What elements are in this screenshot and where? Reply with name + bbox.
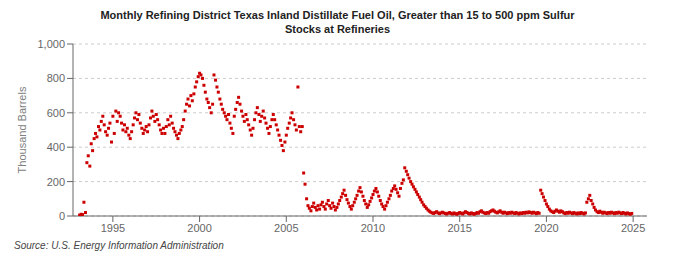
- svg-text:2005: 2005: [274, 222, 298, 234]
- svg-text:1995: 1995: [101, 222, 125, 234]
- svg-text:600: 600: [47, 107, 65, 119]
- svg-text:400: 400: [47, 141, 65, 153]
- html-text:Stocks at Refineries: Stocks at Refineries: [284, 23, 391, 35]
- svg-text:2025: 2025: [621, 222, 645, 234]
- svg-text:2020: 2020: [534, 222, 558, 234]
- svg-text:2000: 2000: [187, 222, 211, 234]
- svg-text:1,000: 1,000: [37, 38, 65, 50]
- svg-text:2010: 2010: [361, 222, 385, 234]
- svg-text:0: 0: [59, 210, 65, 222]
- svg-text:Thousand Barrels: Thousand Barrels: [16, 86, 28, 173]
- svg-text:200: 200: [47, 176, 65, 188]
- html-text:Monthly Refining District Texa: Monthly Refining District Texas Inland D…: [100, 9, 575, 21]
- svg-text:800: 800: [47, 72, 65, 84]
- svg-text:2015: 2015: [447, 222, 471, 234]
- html-text:Source: U.S. Energy Informatio: Source: U.S. Energy Information Administ…: [14, 240, 224, 251]
